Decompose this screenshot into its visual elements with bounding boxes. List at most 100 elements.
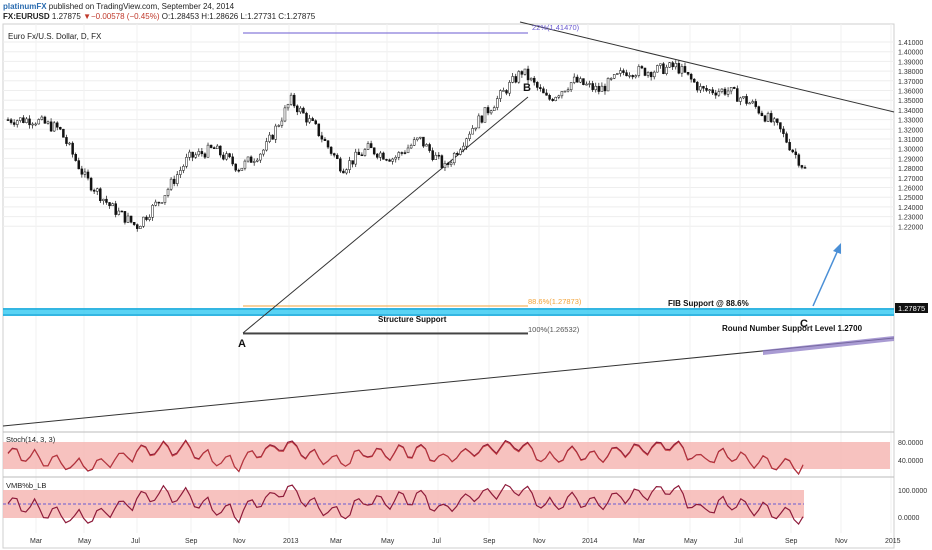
- candle-body: [191, 151, 194, 158]
- candle-body: [720, 88, 724, 92]
- candle-body: [62, 128, 65, 138]
- candle-body: [323, 138, 327, 141]
- candle-body: [314, 120, 317, 125]
- candle-body: [452, 153, 456, 164]
- candle-body: [406, 147, 410, 153]
- candle-body: [249, 156, 253, 163]
- resistance-trendline[interactable]: [519, 21, 895, 113]
- price-change: ▼−0.00578 (−0.45%): [83, 12, 160, 21]
- candle-body: [357, 151, 361, 156]
- support-trendline[interactable]: [2, 337, 895, 427]
- candle-body: [132, 221, 136, 225]
- candle-body: [776, 118, 779, 123]
- candle-body: [480, 115, 484, 123]
- candle-body: [68, 142, 71, 145]
- candle-body: [400, 152, 404, 154]
- time-tick-label: Nov: [533, 538, 546, 545]
- point-a-label: A: [238, 338, 246, 350]
- candle-body: [157, 201, 161, 204]
- candle-body: [582, 78, 585, 85]
- candle-body: [142, 216, 145, 227]
- candle-body: [302, 107, 305, 114]
- candle-body: [52, 122, 56, 132]
- time-axis[interactable]: Mar May Jul Sep Nov 2013 Mar May Jul Sep Nov 2014 Ma…: [30, 538, 901, 545]
- price-tick-label: 1.36000: [898, 89, 923, 96]
- round-number-zone[interactable]: [763, 336, 894, 355]
- price-tick-label: 1.37000: [898, 79, 923, 86]
- candle-body: [169, 178, 173, 190]
- price-tick-label: 1.24000: [898, 205, 923, 212]
- time-tick-label: Sep: [185, 538, 198, 545]
- candle-body: [391, 158, 394, 162]
- candle-body: [434, 154, 437, 160]
- vmb-line[interactable]: [7, 483, 804, 525]
- candle-body: [600, 85, 604, 92]
- candle-body: [280, 120, 284, 126]
- candle-body: [129, 215, 133, 223]
- candle-body: [372, 147, 376, 155]
- candle-body: [576, 76, 579, 83]
- candle-body: [585, 83, 588, 86]
- last-price-tag-text: 1.27875: [898, 304, 925, 313]
- vmb-tick-0: 0.0000: [898, 515, 920, 522]
- candle-body: [800, 165, 804, 168]
- candle-body: [677, 63, 681, 74]
- candle-body: [274, 125, 277, 140]
- candle-body: [203, 153, 207, 158]
- candle-body: [317, 123, 321, 136]
- projection-arrow[interactable]: [812, 249, 839, 307]
- price-candles[interactable]: [6, 60, 807, 232]
- candle-body: [111, 203, 114, 207]
- candle-body: [643, 67, 647, 76]
- candle-body: [702, 86, 705, 89]
- candle-body: [625, 72, 628, 77]
- candle-body: [22, 117, 25, 123]
- price-tick-label: 1.28000: [898, 166, 923, 173]
- candle-body: [40, 116, 44, 120]
- candle-body: [77, 160, 81, 170]
- candle-body: [71, 142, 74, 155]
- candle-body: [234, 163, 237, 171]
- candle-body: [360, 154, 364, 157]
- candle-body: [394, 157, 397, 160]
- candle-body: [508, 82, 511, 94]
- price-tick-label: 1.32000: [898, 127, 923, 134]
- candle-body: [634, 75, 638, 78]
- candle-body: [182, 166, 185, 171]
- author-name[interactable]: platinumFX: [3, 2, 47, 11]
- candle-body: [299, 107, 302, 113]
- candle-body: [646, 72, 650, 76]
- ohlc-values: O:1.28453 H:1.28626 L:1.27731 C:1.27875: [161, 12, 316, 21]
- candle-body: [326, 140, 330, 148]
- candle-body: [526, 68, 530, 81]
- candle-body: [185, 157, 188, 167]
- candle-body: [114, 203, 117, 215]
- candle-body: [726, 90, 730, 95]
- price-tick-label: 1.26000: [898, 186, 923, 193]
- candle-body: [532, 77, 536, 83]
- candle-body: [803, 167, 807, 169]
- candle-body: [231, 156, 234, 165]
- candle-body: [296, 105, 299, 113]
- abc-leg-ab[interactable]: [242, 96, 529, 334]
- candle-body: [443, 163, 447, 168]
- support-band[interactable]: [3, 308, 894, 316]
- candle-body: [751, 101, 754, 104]
- candle-body: [563, 90, 567, 93]
- candle-body: [554, 97, 557, 101]
- candle-body: [609, 78, 613, 80]
- quote-line: FX:EURUSD 1.27875 ▼−0.00578 (−0.45%) O:1…: [3, 12, 315, 21]
- candle-body: [588, 83, 591, 85]
- price-tick-label: 1.27000: [898, 176, 923, 183]
- candle-body: [99, 188, 102, 201]
- price-tick-label: 1.39000: [898, 59, 923, 66]
- candle-body: [188, 151, 191, 158]
- time-tick-label: May: [78, 538, 92, 545]
- round-number-label: Round Number Support Level 1.2700: [722, 324, 863, 333]
- published-text: published on TradingView.com, September …: [48, 2, 235, 11]
- candle-body: [680, 66, 684, 74]
- candle-body: [668, 62, 671, 68]
- candle-body: [732, 87, 736, 89]
- price-axis[interactable]: 1.41000 1.40000 1.39000 1.38000 1.37000 1.360…: [898, 40, 923, 231]
